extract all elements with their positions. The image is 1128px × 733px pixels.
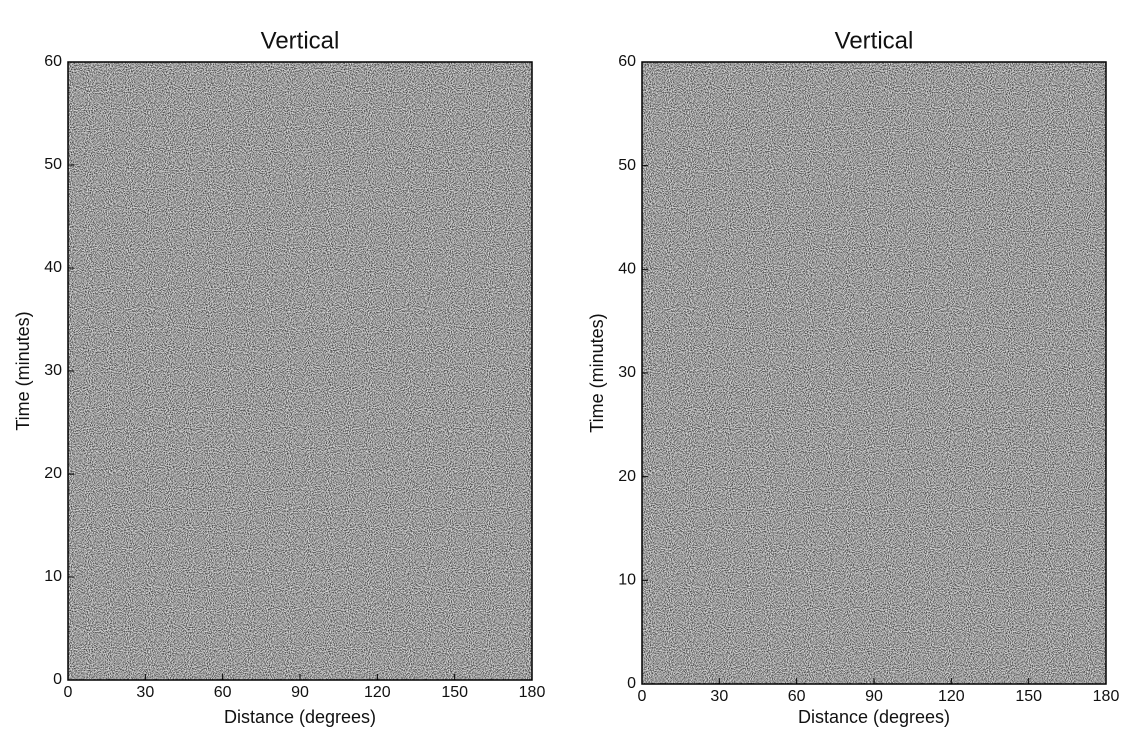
- panel: 0 30 60 90 120 150 180 0 10 20 30 40 50 60 Vertical Dis…: [587, 27, 1120, 726]
- y-axis-label: Time (minutes): [13, 311, 33, 430]
- x-tick-label: 180: [1093, 688, 1120, 705]
- x-tick-label: 150: [1015, 688, 1042, 705]
- y-tick-label: 0: [53, 671, 62, 688]
- x-tick-label: 30: [136, 684, 154, 701]
- y-tick-label: 10: [44, 568, 62, 585]
- x-tick-label: 120: [364, 684, 391, 701]
- y-tick-label: 20: [618, 468, 636, 485]
- x-axis-label: Distance (degrees): [224, 707, 376, 727]
- x-tick-label: 180: [519, 684, 546, 701]
- x-tick-label: 90: [291, 684, 309, 701]
- y-tick-label: 20: [44, 465, 62, 482]
- x-tick-label: 60: [788, 688, 806, 705]
- y-tick-label: 50: [44, 156, 62, 173]
- y-tick-label: 0: [627, 675, 636, 692]
- y-tick-label: 50: [618, 157, 636, 174]
- x-axis-label: Distance (degrees): [798, 707, 950, 727]
- y-tick-label: 60: [618, 53, 636, 70]
- panel: 0 30 60 90 120 150 180 0 10 20 30 40 50 60 Vertical Dis…: [13, 27, 546, 726]
- chart-title: Vertical: [261, 27, 340, 54]
- x-tick-label: 150: [441, 684, 468, 701]
- chart-title: Vertical: [835, 27, 914, 54]
- y-tick-label: 30: [618, 364, 636, 381]
- x-tick-label: 0: [638, 688, 647, 705]
- record-texture: [642, 62, 1106, 684]
- x-tick-label: 60: [214, 684, 232, 701]
- y-tick-label: 30: [44, 362, 62, 379]
- y-tick-label: 10: [618, 572, 636, 589]
- x-tick-label: 120: [938, 688, 965, 705]
- record-texture: [68, 62, 532, 680]
- x-tick-label: 90: [865, 688, 883, 705]
- x-tick-label: 0: [64, 684, 73, 701]
- x-tick-label: 30: [710, 688, 728, 705]
- y-tick-label: 40: [618, 261, 636, 278]
- y-axis-label: Time (minutes): [587, 313, 607, 432]
- y-tick-label: 60: [44, 53, 62, 70]
- y-tick-label: 40: [44, 259, 62, 276]
